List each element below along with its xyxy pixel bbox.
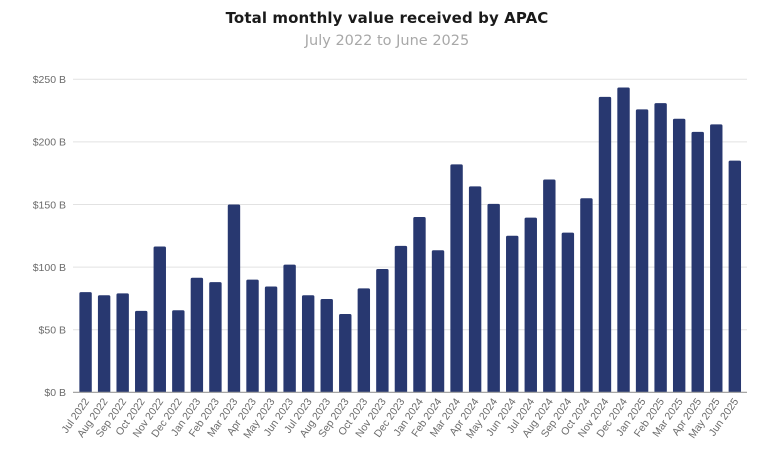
bar-may-2024 <box>487 203 500 393</box>
bar-jun-2024 <box>506 235 519 393</box>
y-tick-label: $100 B <box>33 262 66 274</box>
bar-nov-2024 <box>598 96 612 393</box>
bar-oct-2022 <box>135 310 148 393</box>
bar-feb-2025 <box>654 103 667 393</box>
bar-mar-2023 <box>227 204 241 393</box>
bar-oct-2024 <box>580 198 593 393</box>
y-tick-label: $200 B <box>33 137 66 149</box>
bar-feb-2023 <box>209 282 222 393</box>
y-tick-label: $0 B <box>44 387 66 399</box>
chart-title: Total monthly value received by APAC <box>225 9 549 27</box>
bar-jul-2024 <box>524 217 537 393</box>
bar-jan-2023 <box>190 277 204 393</box>
bar-mar-2024 <box>450 164 463 393</box>
y-axis: $0 B $50 B $100 B $150 B $200 B $250 B <box>33 74 66 399</box>
bar-sep-2022 <box>116 293 129 393</box>
bar-dec-2023 <box>394 245 408 393</box>
bar-nov-2022 <box>153 246 166 393</box>
bar-may-2025 <box>710 124 723 393</box>
bar-apr-2025 <box>691 131 704 393</box>
gridlines <box>73 78 747 331</box>
bar-jan-2025 <box>635 109 649 393</box>
bar-jul-2022 <box>79 292 92 393</box>
y-tick-label: $150 B <box>33 199 66 211</box>
bar-nov-2023 <box>376 268 389 393</box>
bar-sep-2023 <box>339 314 352 393</box>
bar-mar-2025 <box>672 118 686 393</box>
bar-dec-2022 <box>172 310 185 393</box>
bars <box>79 87 742 393</box>
bar-apr-2024 <box>468 186 482 393</box>
bar-aug-2022 <box>97 295 111 393</box>
bar-sep-2024 <box>561 232 575 393</box>
bar-aug-2023 <box>320 299 333 393</box>
y-tick-label: $50 B <box>39 325 66 337</box>
bar-apr-2023 <box>246 279 259 393</box>
bar-oct-2023 <box>357 288 371 393</box>
bar-jan-2024 <box>413 217 426 393</box>
bar-feb-2024 <box>431 250 445 393</box>
bar-dec-2024 <box>617 87 630 393</box>
bar-may-2023 <box>264 286 278 393</box>
bar-jun-2025 <box>728 160 742 393</box>
bar-jun-2023 <box>283 264 296 393</box>
y-tick-label: $250 B <box>33 74 66 86</box>
chart-subtitle: July 2022 to June 2025 <box>304 33 470 49</box>
bar-aug-2024 <box>543 179 556 393</box>
bar-jul-2023 <box>301 295 315 393</box>
